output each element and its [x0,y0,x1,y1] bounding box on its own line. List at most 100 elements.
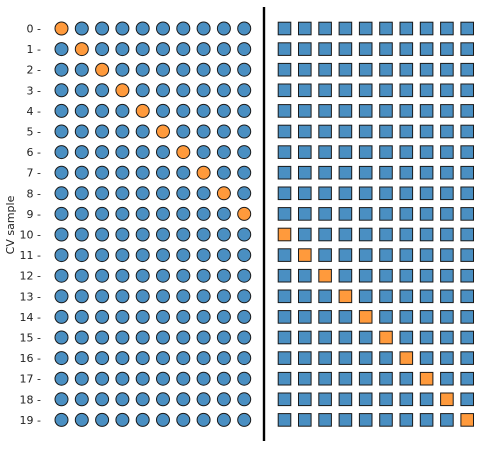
circle-marker [196,351,211,366]
square-marker [277,186,292,201]
square-marker [338,392,353,407]
circle-marker [216,330,231,345]
circle-marker [216,268,231,283]
circle-marker [156,248,170,263]
circle-marker [115,268,130,283]
square-marker [399,207,414,221]
circle-marker [95,330,110,345]
square-marker [379,104,393,118]
square-marker [298,83,312,98]
circle-marker [216,371,231,386]
circle-marker [216,309,231,324]
circle-marker [74,83,89,98]
square-marker [379,371,393,386]
square-marker [379,248,393,262]
circle-marker [115,62,130,77]
circle-marker [196,83,211,98]
square-marker [440,124,454,139]
square-marker [399,165,414,180]
square-marker [419,268,434,283]
circle-marker [95,21,110,36]
square-marker [399,186,414,201]
circle-marker [237,42,252,57]
square-marker [338,227,353,242]
circle-marker [196,62,211,77]
square-marker [358,145,373,159]
circle-marker [196,206,211,221]
square-marker [277,413,292,427]
circle-marker [95,268,110,283]
circle-marker [135,371,150,386]
square-marker [318,104,332,118]
circle-marker [135,412,150,427]
circle-marker [176,412,191,427]
circle-marker [135,351,150,366]
circle-marker [156,227,170,242]
circle-marker [115,412,130,427]
circle-marker [74,145,89,160]
square-marker [318,392,332,407]
circle-marker [237,83,252,98]
square-marker [460,207,474,221]
circle-marker [156,309,170,324]
square-marker [298,227,312,242]
circle-marker [115,351,130,366]
square-marker [399,371,414,386]
circle-marker [135,145,150,160]
square-marker [419,21,434,36]
circle-marker [156,412,170,427]
square-marker [460,289,474,304]
circle-marker [115,227,130,242]
circle-marker [74,227,89,242]
circle-marker [237,289,252,304]
circle-marker [237,21,252,36]
circle-marker [54,412,69,427]
square-marker [440,165,454,180]
square-marker [318,165,332,180]
circle-marker-highlighted [156,124,170,139]
circle-marker [156,289,170,304]
square-marker [277,62,292,77]
square-marker [419,165,434,180]
square-marker [277,310,292,324]
circle-marker [54,351,69,366]
circle-marker [196,309,211,324]
circle-marker [95,165,110,180]
square-marker-highlighted [338,289,353,304]
circle-marker [237,330,252,345]
square-marker [379,227,393,242]
circle-marker [115,330,130,345]
square-marker [399,227,414,242]
circle-marker [135,83,150,98]
square-marker [277,289,292,304]
square-marker [318,62,332,77]
square-marker [440,330,454,345]
square-marker [318,207,332,221]
square-marker [379,351,393,365]
square-marker-highlighted [277,227,292,242]
circle-marker [115,42,130,57]
square-marker [277,268,292,283]
square-marker [318,289,332,304]
y-tick-label: 0 - [27,23,41,36]
circle-marker [196,186,211,201]
square-marker [379,413,393,427]
square-marker [440,42,454,56]
square-marker [338,21,353,36]
circle-marker [216,42,231,57]
circle-marker [156,392,170,407]
square-marker [399,392,414,407]
circle-marker [176,309,191,324]
circle-marker [74,165,89,180]
circle-marker [54,289,69,304]
circle-marker [176,392,191,407]
circle-marker [135,165,150,180]
square-marker [358,83,373,98]
square-marker [399,83,414,98]
square-marker [358,124,373,139]
square-marker [399,42,414,56]
square-marker [419,207,434,221]
circle-marker [156,186,170,201]
circle-marker [176,248,191,263]
